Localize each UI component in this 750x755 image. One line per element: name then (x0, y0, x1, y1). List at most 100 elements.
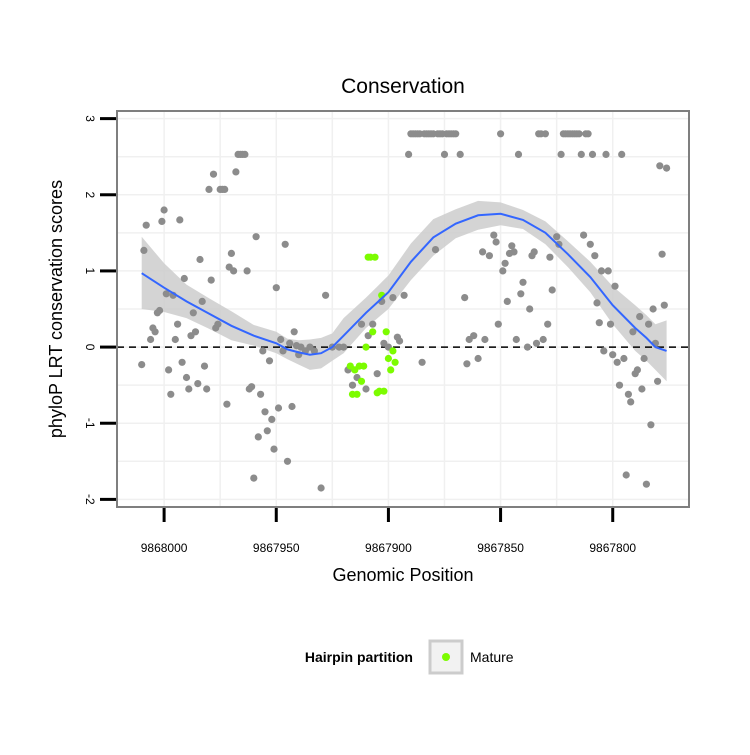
data-point (165, 366, 173, 374)
data-point (517, 290, 525, 298)
data-point (140, 246, 148, 254)
mature-point (389, 347, 397, 355)
data-point (627, 398, 635, 406)
legend: Hairpin partition Mature (305, 639, 514, 675)
data-point (138, 361, 146, 369)
y-tick-label: -1 (83, 418, 97, 429)
x-tick-label: 9867900 (365, 541, 412, 555)
mature-point (380, 387, 388, 395)
mature-point (369, 328, 377, 336)
data-point (322, 291, 330, 299)
data-point (456, 150, 464, 158)
data-point (593, 299, 601, 307)
mature-point (382, 328, 390, 336)
data-point (270, 445, 278, 453)
data-point (274, 404, 283, 412)
data-point (174, 320, 182, 328)
data-point (357, 320, 366, 328)
data-point (656, 162, 664, 170)
legend-key-mature (442, 653, 450, 661)
data-point (369, 320, 377, 328)
data-point (508, 242, 516, 250)
x-tick-label: 9867850 (477, 541, 524, 555)
y-tick-label: 0 (83, 344, 97, 351)
legend-entry-mature: Mature (470, 649, 514, 665)
data-point (209, 170, 218, 178)
data-point (288, 402, 296, 411)
data-point (227, 249, 235, 257)
data-point (317, 484, 325, 492)
data-point (633, 366, 642, 374)
data-point (546, 253, 554, 261)
data-point (597, 267, 606, 275)
data-point (586, 240, 594, 248)
confidence-band-area (141, 200, 667, 382)
data-point (286, 339, 294, 347)
data-point (485, 252, 493, 260)
mature-point (362, 343, 370, 351)
confidence-band (141, 200, 667, 382)
mature-point (371, 253, 379, 261)
data-point (221, 185, 229, 193)
x-tick-label: 9867800 (589, 541, 636, 555)
data-point (191, 328, 200, 336)
y-tick-label: -2 (83, 494, 97, 505)
data-point (588, 150, 597, 158)
data-point (523, 343, 532, 351)
data-point (268, 415, 276, 423)
data-point (200, 362, 209, 370)
legend-title: Hairpin partition (305, 649, 413, 665)
data-point (223, 400, 231, 408)
data-point (660, 301, 668, 309)
data-point (158, 217, 166, 225)
data-point (470, 332, 478, 340)
mature-point (387, 366, 395, 374)
data-point (602, 150, 610, 158)
data-point (171, 335, 179, 344)
data-point (557, 150, 565, 158)
data-point (203, 385, 211, 393)
data-point (620, 354, 628, 363)
data-point (501, 259, 509, 267)
data-point (474, 354, 482, 363)
x-axis-label: Genomic Position (332, 565, 473, 585)
data-point (252, 233, 260, 241)
data-point (645, 320, 653, 328)
data-point (490, 231, 498, 239)
data-point (553, 233, 561, 241)
data-point (499, 267, 507, 275)
data-point (512, 335, 520, 344)
data-point (584, 130, 592, 138)
data-point (503, 297, 511, 305)
data-point (400, 291, 408, 299)
data-point (272, 284, 280, 292)
data-point (189, 309, 197, 317)
data-point (230, 267, 238, 275)
data-point (461, 294, 469, 302)
chart-title: Conservation (341, 75, 465, 98)
data-point (198, 297, 206, 305)
data-point (185, 385, 193, 393)
data-point (577, 150, 585, 158)
data-point (265, 357, 274, 365)
data-point (640, 354, 648, 363)
data-point (290, 328, 298, 336)
data-point (147, 335, 155, 344)
data-point (243, 267, 251, 275)
panel-border (116, 110, 690, 508)
y-axis: -2 -1 0 1 2 3 (83, 115, 116, 505)
data-point (232, 168, 240, 176)
smooth-line (141, 212, 667, 356)
data-point (463, 360, 471, 368)
mature-points (346, 253, 399, 398)
data-point (277, 335, 285, 344)
data-point (261, 408, 269, 416)
data-point (263, 427, 271, 435)
smooth-curve (141, 212, 667, 356)
data-point (440, 150, 449, 158)
data-point (259, 347, 267, 355)
data-point (604, 267, 612, 275)
data-point (609, 351, 617, 359)
data-point (156, 306, 164, 315)
